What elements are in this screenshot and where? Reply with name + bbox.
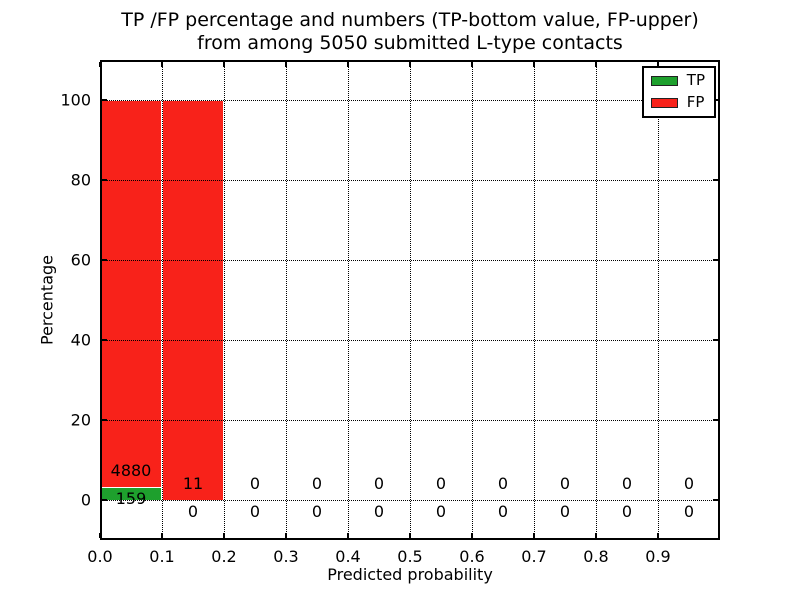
tp-count-label: 0 bbox=[249, 502, 261, 521]
plot-area: 0.0 0.1 0.2 0.3 0.4 0.5 0.6 0.7 0.8 0.9 0 20 40 60 80 1… bbox=[60, 60, 720, 567]
y-tick-label: 0 bbox=[80, 490, 91, 510]
y-tick-mark bbox=[102, 499, 107, 501]
fp-legend-label: FP bbox=[686, 93, 705, 111]
gridline-x bbox=[224, 60, 225, 540]
y-tick-mark bbox=[102, 419, 107, 421]
x-tick-mark-top bbox=[533, 62, 535, 67]
gridline-x bbox=[162, 60, 163, 540]
x-tick-label: 0.5 bbox=[397, 547, 423, 566]
tp-count-label: 0 bbox=[497, 502, 509, 521]
gridline-x bbox=[472, 60, 473, 540]
gridline-x bbox=[286, 60, 287, 540]
y-tick-label: 60 bbox=[70, 250, 91, 270]
fp-count-label: 0 bbox=[435, 474, 447, 493]
legend-item-fp: FP bbox=[650, 93, 705, 111]
tp-count-label: 0 bbox=[311, 502, 323, 521]
tp-count-label: 159 bbox=[115, 489, 147, 509]
x-tick-mark bbox=[347, 533, 349, 538]
x-tick-mark bbox=[285, 533, 287, 538]
x-tick-mark-top bbox=[409, 62, 411, 67]
x-tick-label: 0.6 bbox=[459, 547, 485, 566]
tp-legend-swatch-icon bbox=[650, 75, 678, 86]
x-tick-label: 0.9 bbox=[645, 547, 671, 566]
gridline-x bbox=[596, 60, 597, 540]
y-tick-mark-right bbox=[713, 419, 718, 421]
x-tick-label: 0.7 bbox=[521, 547, 547, 566]
x-tick-mark-top bbox=[223, 62, 225, 67]
fp-count-label: 0 bbox=[373, 474, 385, 493]
tp-count-label: 0 bbox=[621, 502, 633, 521]
x-axis-label: Predicted probability bbox=[327, 565, 493, 584]
x-tick-mark bbox=[223, 533, 225, 538]
x-tick-mark bbox=[533, 533, 535, 538]
fp-bar-segment bbox=[100, 100, 162, 488]
y-tick-mark bbox=[102, 99, 107, 101]
fp-bar-segment bbox=[162, 100, 224, 500]
tp-count-label: 0 bbox=[559, 502, 571, 521]
x-tick-mark-top bbox=[657, 62, 659, 67]
tick-marks-layer bbox=[99, 60, 720, 540]
x-tick-mark bbox=[99, 533, 101, 538]
tp-count-label: 0 bbox=[435, 502, 447, 521]
x-tick-label: 0.2 bbox=[211, 547, 237, 566]
tp-count-label: 0 bbox=[187, 502, 199, 521]
tp-legend-label: TP bbox=[686, 71, 705, 89]
x-tick-mark bbox=[161, 533, 163, 538]
fp-count-label: 0 bbox=[249, 474, 261, 493]
y-tick-mark-right bbox=[713, 499, 718, 501]
legend: TP FP bbox=[641, 66, 716, 118]
count-labels-layer: 0.0 0.1 0.2 0.3 0.4 0.5 0.6 0.7 0.8 0.9 0 20 40 60 80 1… bbox=[60, 60, 720, 567]
chart-title-line2: from among 5050 submitted L-type contact… bbox=[197, 32, 623, 54]
x-tick-label: 0.3 bbox=[273, 547, 299, 566]
gridline-x bbox=[348, 60, 349, 540]
x-tick-mark bbox=[657, 533, 659, 538]
y-tick-mark-right bbox=[713, 339, 718, 341]
tp-count-label: 0 bbox=[373, 502, 385, 521]
fp-legend-swatch-icon bbox=[650, 97, 678, 108]
y-tick-mark-right bbox=[713, 179, 718, 181]
x-tick-mark bbox=[595, 533, 597, 538]
fp-count-label: 0 bbox=[621, 474, 633, 493]
gridline-x bbox=[410, 60, 411, 540]
x-tick-mark bbox=[471, 533, 473, 538]
chart-title: TP /FP percentage and numbers (TP-bottom… bbox=[100, 9, 720, 55]
y-tick-mark bbox=[102, 179, 107, 181]
fp-count-label: 0 bbox=[683, 474, 695, 493]
x-tick-mark-top bbox=[285, 62, 287, 67]
y-tick-label: 20 bbox=[70, 410, 91, 430]
y-axis-label: Percentage bbox=[37, 254, 57, 346]
fp-count-label: 0 bbox=[497, 474, 509, 493]
x-tick-mark-top bbox=[347, 62, 349, 67]
tp-count-label: 0 bbox=[683, 502, 695, 521]
bars-layer bbox=[100, 60, 720, 540]
x-tick-mark-top bbox=[99, 62, 101, 67]
fp-count-label: 4880 bbox=[110, 461, 152, 481]
x-tick-mark-top bbox=[595, 62, 597, 67]
x-tick-label: 0.0 bbox=[87, 547, 113, 566]
fp-count-label: 0 bbox=[559, 474, 571, 493]
x-tick-mark-top bbox=[471, 62, 473, 67]
gridline-x bbox=[534, 60, 535, 540]
y-tick-label: 40 bbox=[70, 330, 91, 350]
chart-title-line1: TP /FP percentage and numbers (TP-bottom… bbox=[121, 9, 699, 31]
x-tick-mark-top bbox=[161, 62, 163, 67]
legend-item-tp: TP bbox=[650, 71, 705, 89]
gridline-x bbox=[658, 60, 659, 540]
x-tick-label: 0.4 bbox=[335, 547, 361, 566]
fp-count-label: 11 bbox=[182, 474, 204, 493]
y-tick-mark bbox=[102, 339, 107, 341]
y-tick-label: 100 bbox=[60, 90, 91, 110]
y-tick-label: 80 bbox=[70, 170, 91, 190]
x-tick-label: 0.1 bbox=[149, 547, 175, 566]
x-tick-mark bbox=[409, 533, 411, 538]
y-tick-mark-right bbox=[713, 259, 718, 261]
x-tick-label: 0.8 bbox=[583, 547, 609, 566]
fp-count-label: 0 bbox=[311, 474, 323, 493]
y-tick-mark bbox=[102, 259, 107, 261]
